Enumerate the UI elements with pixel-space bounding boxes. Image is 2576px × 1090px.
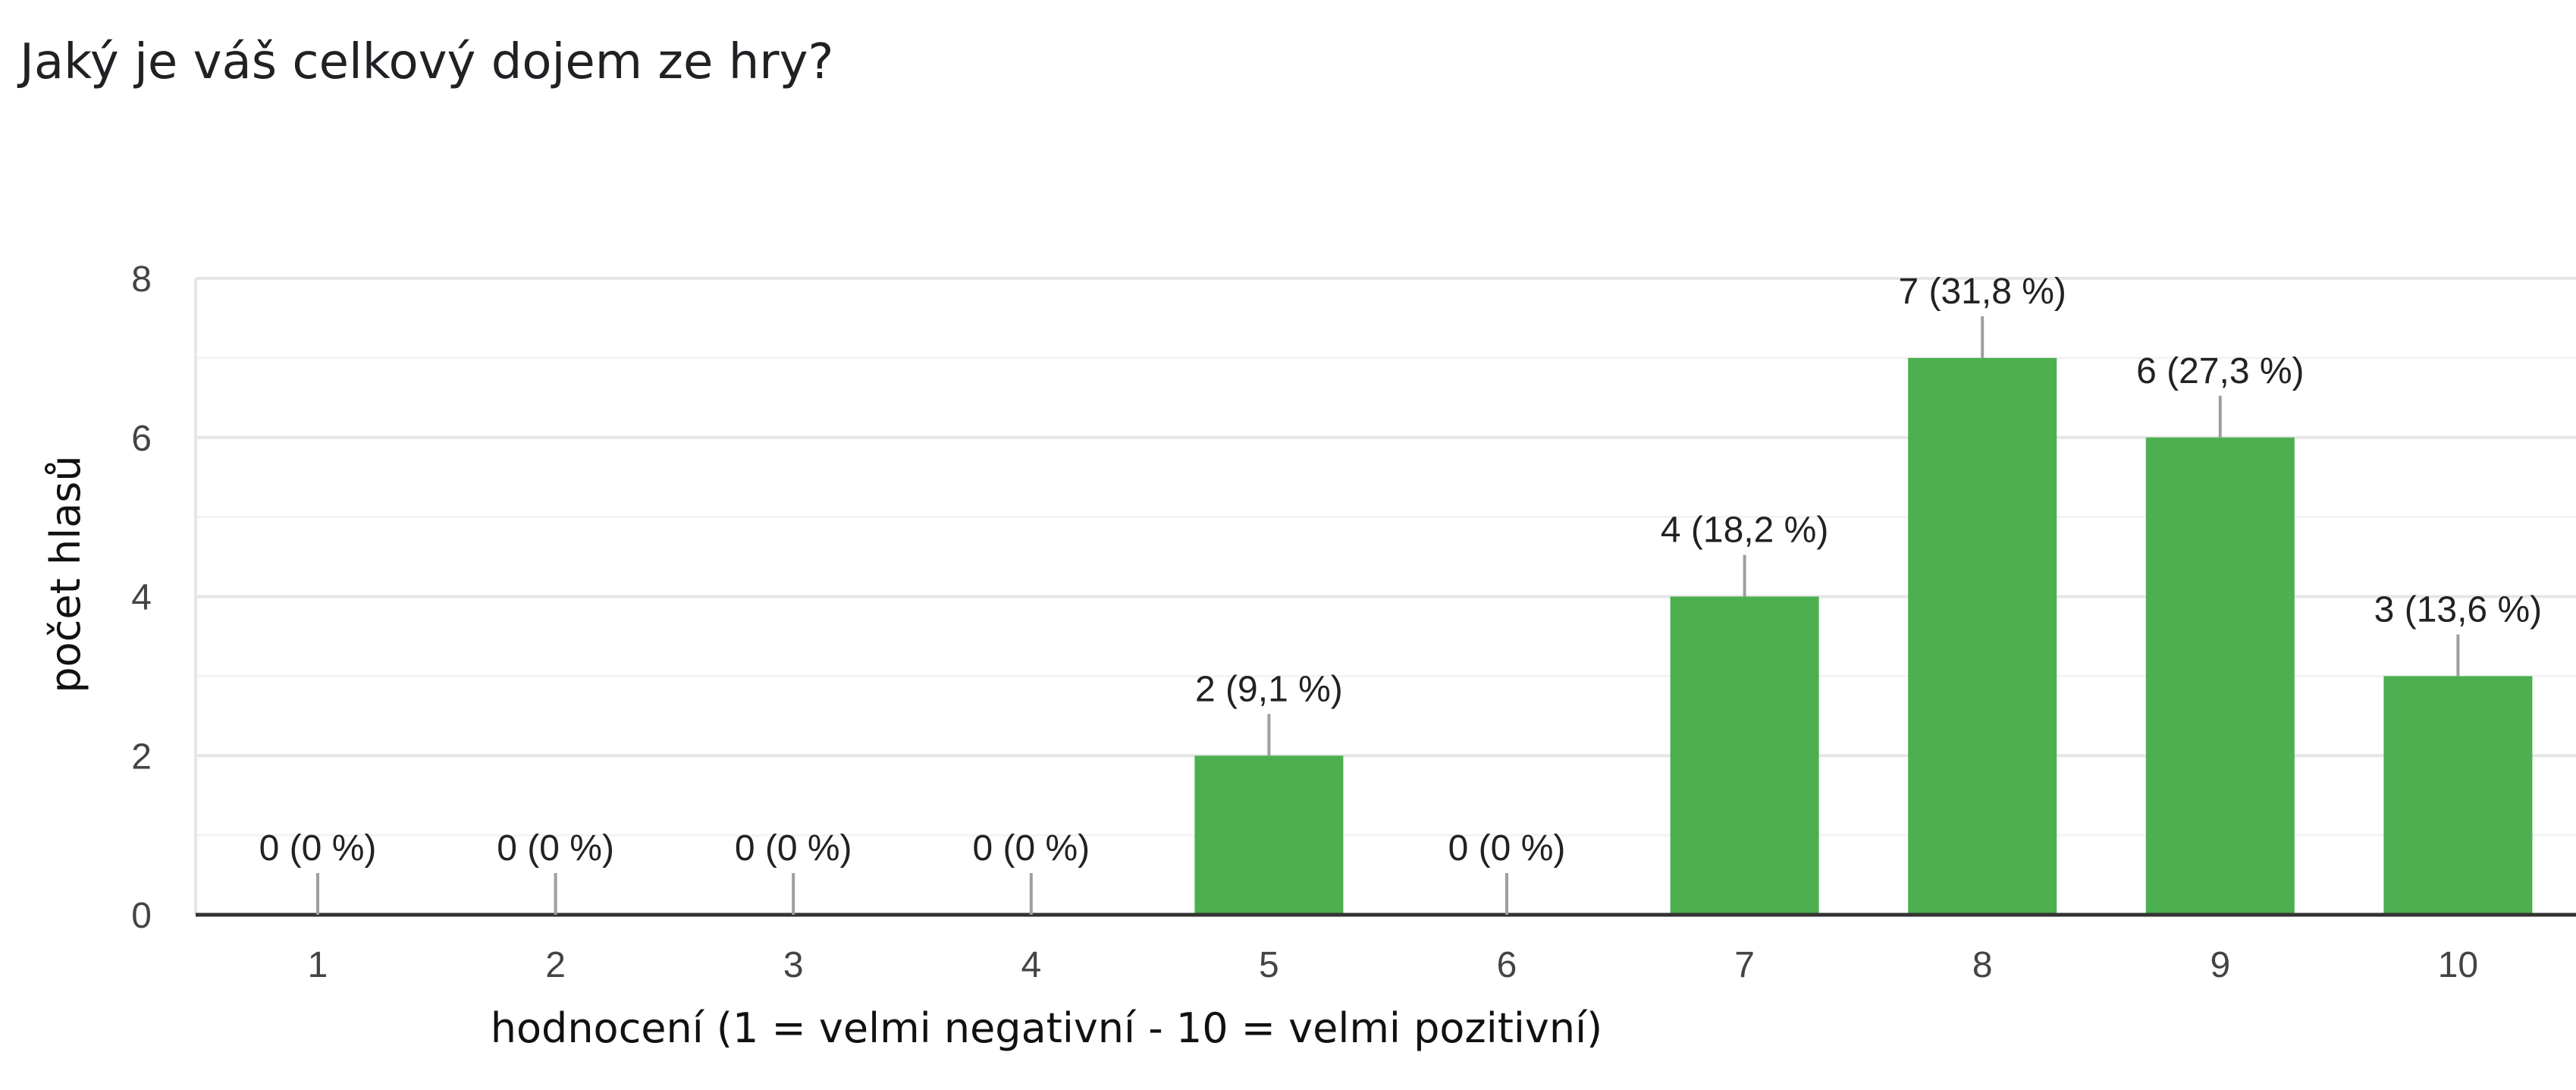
y-tick-label: 0: [131, 896, 152, 936]
y-tick-label: 4: [131, 578, 152, 618]
x-tick-label: 4: [1021, 945, 1041, 985]
y-tick-label: 8: [131, 259, 152, 300]
y-axis-title: počet hlasů: [42, 455, 89, 693]
x-tick-label: 3: [783, 945, 804, 985]
data-label: 0 (0 %): [497, 828, 614, 869]
data-label: 6 (27,3 %): [2136, 351, 2304, 391]
x-tick-label: 7: [1734, 945, 1755, 985]
bar: [1194, 755, 1344, 915]
x-tick-label: 2: [545, 945, 566, 985]
bar: [2145, 437, 2295, 915]
x-tick-label: 6: [1497, 945, 1517, 985]
data-labels: 0 (0 %) 0 (0 %) 0 (0 %) 0 (0 %) 2 (9,1 %) 0 (…: [259, 272, 2542, 915]
data-label: 0 (0 %): [735, 828, 852, 869]
bar: [1908, 357, 2057, 915]
axes: 0 2 4 6 8 1 2 3 4 5 6 7 8 9 10: [131, 259, 2576, 985]
bars: [1194, 357, 2533, 915]
data-label: 2 (9,1 %): [1195, 669, 1343, 709]
x-tick-label: 5: [1259, 945, 1279, 985]
data-label: 7 (31,8 %): [1898, 272, 2066, 312]
data-label: 0 (0 %): [972, 828, 1090, 869]
y-tick-label: 6: [131, 419, 152, 459]
question-title: Jaký je váš celkový dojem ze hry?: [20, 34, 834, 90]
x-tick-label: 8: [1972, 945, 1993, 985]
data-label: 3 (13,6 %): [2374, 589, 2542, 630]
x-tick-label: 10: [2438, 945, 2478, 985]
data-label: 0 (0 %): [1448, 828, 1566, 869]
x-tick-label: 9: [2210, 945, 2230, 985]
x-axis-title: hodnocení (1 = velmi negativní - 10 = ve…: [491, 1004, 1602, 1052]
data-label: 4 (18,2 %): [1661, 510, 1828, 551]
x-tick-label: 1: [308, 945, 328, 985]
bar: [2383, 676, 2533, 915]
bar: [1670, 596, 1819, 915]
data-label: 0 (0 %): [259, 828, 377, 869]
y-tick-label: 2: [131, 737, 152, 777]
